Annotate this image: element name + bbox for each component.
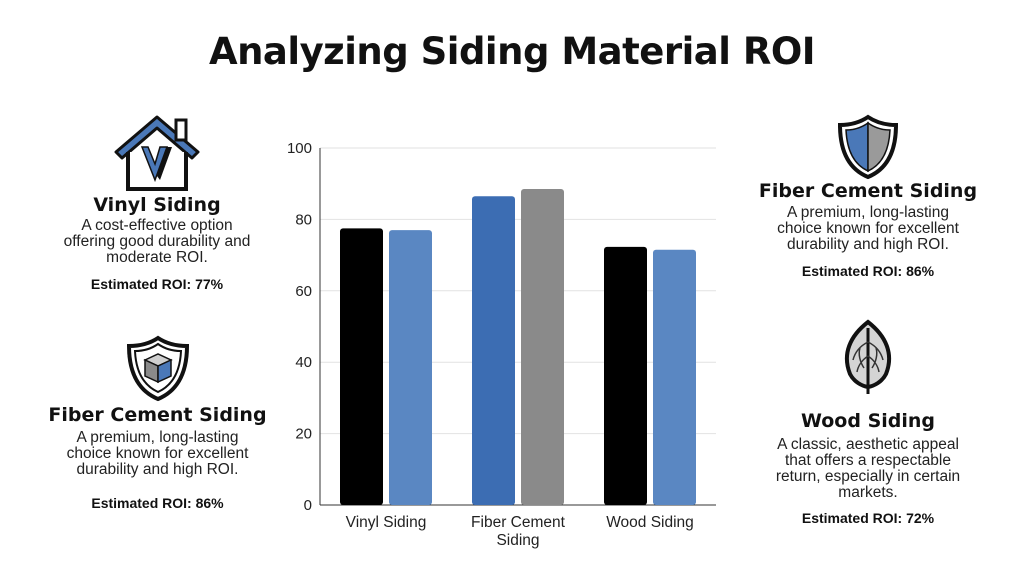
- card-title: Fiber Cement Siding: [48, 404, 267, 426]
- y-tick-label: 80: [295, 211, 312, 228]
- card-description: A premium, long-lasting choice known for…: [66, 429, 249, 478]
- leaf-icon: [844, 319, 892, 394]
- bar: [604, 246, 647, 505]
- x-tick-label: Fiber Cement: [471, 514, 566, 531]
- card-title: Fiber Cement Siding: [758, 180, 978, 202]
- bar: [521, 189, 564, 505]
- bar: [472, 196, 515, 505]
- shield-icon: [837, 114, 899, 180]
- card-wood: Wood Siding A classic, aesthetic appeal …: [752, 318, 984, 526]
- card-title: Vinyl Siding: [93, 194, 221, 216]
- house-icon: [114, 115, 200, 191]
- y-tick-label: 100: [287, 140, 312, 157]
- x-tick-label: Vinyl Siding: [346, 514, 427, 531]
- card-fiber-cement-left: Fiber Cement Siding A premium, long-last…: [40, 334, 275, 511]
- card-title: Wood Siding: [800, 410, 936, 432]
- x-tick-label: Wood Siding: [606, 514, 694, 531]
- y-tick-label: 20: [295, 426, 312, 443]
- bar: [340, 228, 383, 505]
- card-vinyl: Vinyl Siding A cost-effective option off…: [42, 112, 272, 292]
- y-tick-label: 40: [295, 354, 312, 371]
- roi-label: Estimated ROI: 77%: [90, 276, 224, 292]
- bar-chart: 0 20 40 60 80 100 Vinyl Siding Fiber CementSidi…: [287, 140, 716, 549]
- page-title: Analyzing Siding Material ROI: [208, 30, 816, 73]
- roi-label: Estimated ROI: 72%: [801, 510, 935, 526]
- bar: [389, 230, 432, 506]
- card-description: A classic, aesthetic appeal that offers …: [775, 436, 961, 501]
- roi-label: Estimated ROI: 86%: [91, 495, 224, 511]
- card-description: A cost-effective option offering good du…: [63, 217, 251, 266]
- y-tick-label: 0: [304, 497, 312, 514]
- shield-cube-icon: [126, 335, 189, 402]
- roi-label: Estimated ROI: 86%: [801, 263, 935, 279]
- card-fiber-cement-right: Fiber Cement Siding A premium, long-last…: [752, 114, 984, 279]
- bar: [653, 249, 696, 505]
- x-tick-label: Siding: [496, 532, 539, 549]
- card-description: A premium, long-lasting choice known for…: [777, 204, 959, 253]
- y-tick-label: 60: [295, 283, 312, 300]
